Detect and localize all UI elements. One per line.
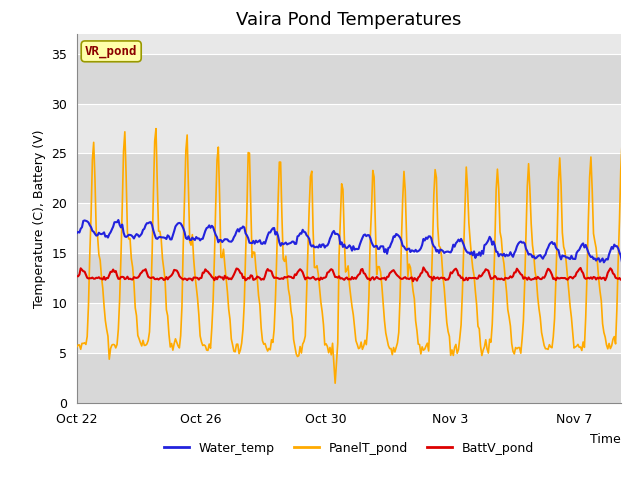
Bar: [77, 54, 621, 104]
Text: VR_pond: VR_pond: [85, 45, 138, 58]
Bar: [77, 154, 621, 204]
Bar: [77, 353, 621, 403]
Bar: [77, 303, 621, 353]
Text: Time: Time: [590, 433, 621, 446]
Title: Vaira Pond Temperatures: Vaira Pond Temperatures: [236, 11, 461, 29]
Y-axis label: Temperature (C), Battery (V): Temperature (C), Battery (V): [33, 129, 45, 308]
Bar: [77, 253, 621, 303]
Bar: [77, 204, 621, 253]
Legend: Water_temp, PanelT_pond, BattV_pond: Water_temp, PanelT_pond, BattV_pond: [159, 437, 539, 460]
Bar: [77, 104, 621, 154]
